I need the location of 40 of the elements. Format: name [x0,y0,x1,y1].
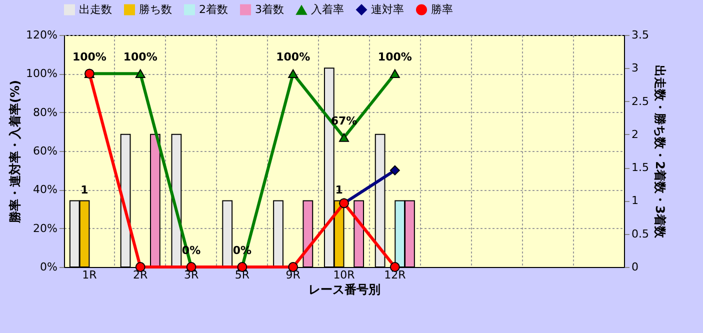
y-tick-label: 120% [26,28,58,42]
y2-tick-label: 3.5 [632,28,649,42]
legend-label: 連対率 [371,2,404,16]
point [390,69,400,78]
y-axis-title: 勝率・連対率・入着率(%) [8,80,22,224]
data-label: 1 [335,184,343,197]
legend-label: 勝率 [431,2,453,16]
x-axis-title: レース番号別 [308,282,380,296]
point [339,133,349,142]
point [390,165,400,176]
y-tick-label: 0% [40,260,58,274]
legend-label: 勝ち数 [139,2,172,16]
y-tick-label: 80% [33,106,58,119]
y2-tick-label: 1.5 [632,161,649,174]
x-tick-label: 9R [286,268,301,282]
y2-axis-title: 出走数・勝ち数・2着数・3着数 [652,65,667,239]
data-label: 100% [123,50,158,64]
legend-label: 3着数 [255,2,284,16]
y2-tick-label: 0 [632,260,638,274]
point [288,69,298,78]
x-tick-label: 1R [82,268,98,282]
legend-label: 2着数 [199,2,228,16]
y-tick-label: 100% [26,67,58,80]
x-tick-label: 10R [333,268,356,282]
point [135,69,146,78]
y-tick-label: 60% [33,144,58,158]
data-label: 1 [80,184,88,197]
data-label: 100% [276,50,310,64]
y-tick-label: 40% [33,183,58,196]
y2-tick-label: 2 [632,128,638,141]
data-label: 100% [72,50,106,64]
x-tick-label: 2R [133,268,148,282]
data-label: 100% [378,50,412,64]
y-tick-label: 20% [33,222,58,235]
y2-tick-label: 3 [632,62,638,75]
legend-label: 出走数 [79,2,112,16]
legend-label: 入着率 [311,3,344,16]
y2-tick-label: 0.5 [632,227,649,240]
y2-tick-label: 1 [632,194,638,208]
y2-tick-label: 2.5 [632,94,649,108]
